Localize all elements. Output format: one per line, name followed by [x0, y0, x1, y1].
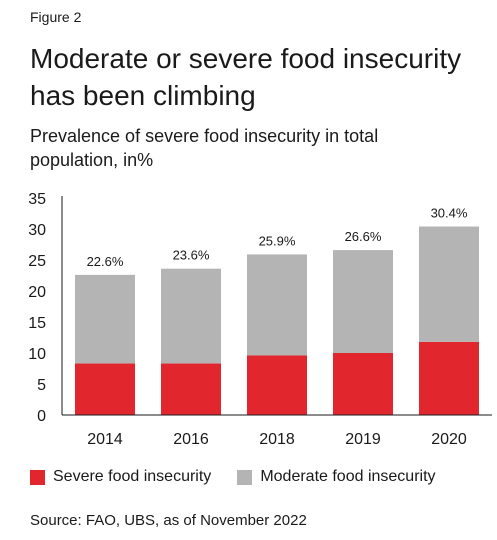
y-tick-label: 25: [28, 253, 46, 270]
y-tick-label: 15: [28, 315, 46, 332]
y-tick-label: 30: [28, 222, 46, 239]
x-tick-label: 2019: [345, 431, 381, 448]
bar-segment-severe: [333, 353, 393, 415]
chart-subtitle: Prevalence of severe food insecurity in …: [30, 126, 379, 170]
y-tick-label: 0: [37, 408, 46, 425]
bar-total-label: 30.4%: [431, 206, 468, 221]
bar-total-label: 22.6%: [87, 254, 124, 269]
bar-total-label: 23.6%: [173, 248, 210, 263]
chart-legend: Severe food insecurity Moderate food ins…: [30, 468, 462, 486]
bar-segment-moderate: [419, 226, 479, 342]
y-tick-label: 10: [28, 346, 46, 363]
source-note: Source: FAO, UBS, as of November 2022: [30, 512, 307, 529]
bar-segment-moderate: [75, 274, 135, 364]
x-tick-label: 2016: [173, 431, 209, 448]
x-tick-label: 2014: [87, 431, 123, 448]
legend-item-moderate: Moderate food insecurity: [237, 468, 436, 486]
figure-label: Figure 2: [30, 9, 82, 25]
y-tick-label: 5: [37, 377, 46, 394]
legend-item-severe: Severe food insecurity: [30, 468, 211, 486]
bar-segment-severe: [419, 341, 479, 415]
legend-label-moderate: Moderate food insecurity: [260, 468, 436, 485]
chart-title: Moderate or severe food insecurity has b…: [30, 43, 462, 111]
stacked-bar-chart: 0 5 10 15 20 25 30 35 22.6% 2014 23.6% 2016 25.9% 201…: [28, 191, 492, 448]
bar-total-label: 25.9%: [259, 233, 296, 248]
bar-segment-moderate: [247, 254, 307, 356]
bar-total-label: 26.6%: [345, 229, 382, 244]
x-tick-label: 2020: [431, 431, 467, 448]
x-tick-label: 2018: [259, 431, 295, 448]
bar-segment-severe: [161, 363, 221, 415]
legend-swatch-severe: [30, 469, 45, 485]
y-tick-label: 20: [28, 284, 46, 301]
bar-segment-severe: [247, 355, 307, 415]
legend-swatch-moderate: [237, 469, 253, 485]
bar-segment-severe: [75, 363, 135, 415]
legend-label-severe: Severe food insecurity: [53, 468, 212, 485]
bar-segment-moderate: [333, 250, 393, 353]
bar-segment-moderate: [161, 268, 221, 364]
y-tick-label: 35: [28, 191, 46, 208]
